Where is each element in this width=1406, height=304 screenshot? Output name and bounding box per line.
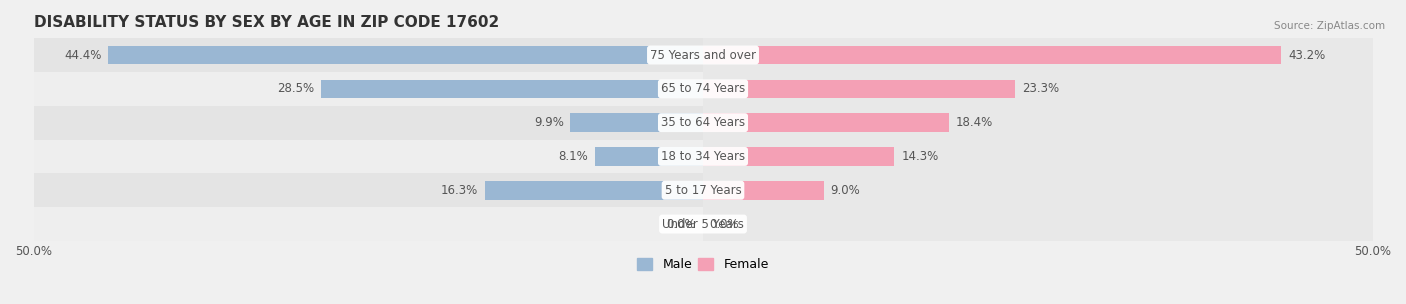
- Text: 0.0%: 0.0%: [710, 218, 740, 230]
- Bar: [34, 106, 1372, 140]
- Bar: [34, 173, 703, 207]
- Bar: [108, 46, 703, 64]
- Bar: [34, 140, 703, 173]
- Text: 0.0%: 0.0%: [666, 218, 696, 230]
- Text: 9.9%: 9.9%: [534, 116, 564, 129]
- Text: 43.2%: 43.2%: [1288, 49, 1326, 61]
- Bar: [571, 113, 703, 132]
- Text: 65 to 74 Years: 65 to 74 Years: [661, 82, 745, 95]
- Legend: Male, Female: Male, Female: [637, 258, 769, 271]
- Text: 9.0%: 9.0%: [830, 184, 860, 197]
- Bar: [703, 46, 1281, 64]
- Text: 44.4%: 44.4%: [65, 49, 101, 61]
- Text: 14.3%: 14.3%: [901, 150, 938, 163]
- Text: 16.3%: 16.3%: [441, 184, 478, 197]
- Bar: [34, 106, 703, 140]
- Text: Source: ZipAtlas.com: Source: ZipAtlas.com: [1274, 21, 1385, 31]
- Text: 28.5%: 28.5%: [277, 82, 315, 95]
- Text: 18.4%: 18.4%: [956, 116, 993, 129]
- Text: 23.3%: 23.3%: [1022, 82, 1059, 95]
- Text: Under 5 Years: Under 5 Years: [662, 218, 744, 230]
- Bar: [34, 38, 703, 72]
- Bar: [703, 181, 824, 199]
- Bar: [595, 147, 703, 166]
- Bar: [703, 113, 949, 132]
- Bar: [322, 80, 703, 98]
- Bar: [485, 181, 703, 199]
- Bar: [34, 72, 1372, 106]
- Bar: [703, 147, 894, 166]
- Bar: [34, 140, 1372, 173]
- Bar: [34, 173, 1372, 207]
- Bar: [34, 72, 703, 106]
- Text: 18 to 34 Years: 18 to 34 Years: [661, 150, 745, 163]
- Text: 75 Years and over: 75 Years and over: [650, 49, 756, 61]
- Text: 8.1%: 8.1%: [558, 150, 588, 163]
- Text: 5 to 17 Years: 5 to 17 Years: [665, 184, 741, 197]
- Bar: [34, 207, 703, 241]
- Text: 35 to 64 Years: 35 to 64 Years: [661, 116, 745, 129]
- Text: DISABILITY STATUS BY SEX BY AGE IN ZIP CODE 17602: DISABILITY STATUS BY SEX BY AGE IN ZIP C…: [34, 15, 499, 30]
- Bar: [34, 38, 1372, 72]
- Bar: [703, 80, 1015, 98]
- Bar: [34, 207, 1372, 241]
